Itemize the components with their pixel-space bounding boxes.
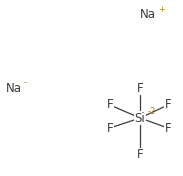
Text: F: F [137, 81, 143, 95]
Text: Na: Na [140, 8, 156, 20]
Text: F: F [107, 121, 113, 134]
Text: -2: -2 [148, 108, 156, 117]
Text: F: F [107, 99, 113, 112]
Text: F: F [137, 149, 143, 162]
Text: F: F [165, 99, 171, 112]
Text: Na: Na [6, 81, 22, 95]
Text: Si: Si [135, 112, 145, 124]
Text: +: + [158, 5, 165, 14]
Text: -: - [24, 78, 27, 87]
Text: F: F [165, 121, 171, 134]
